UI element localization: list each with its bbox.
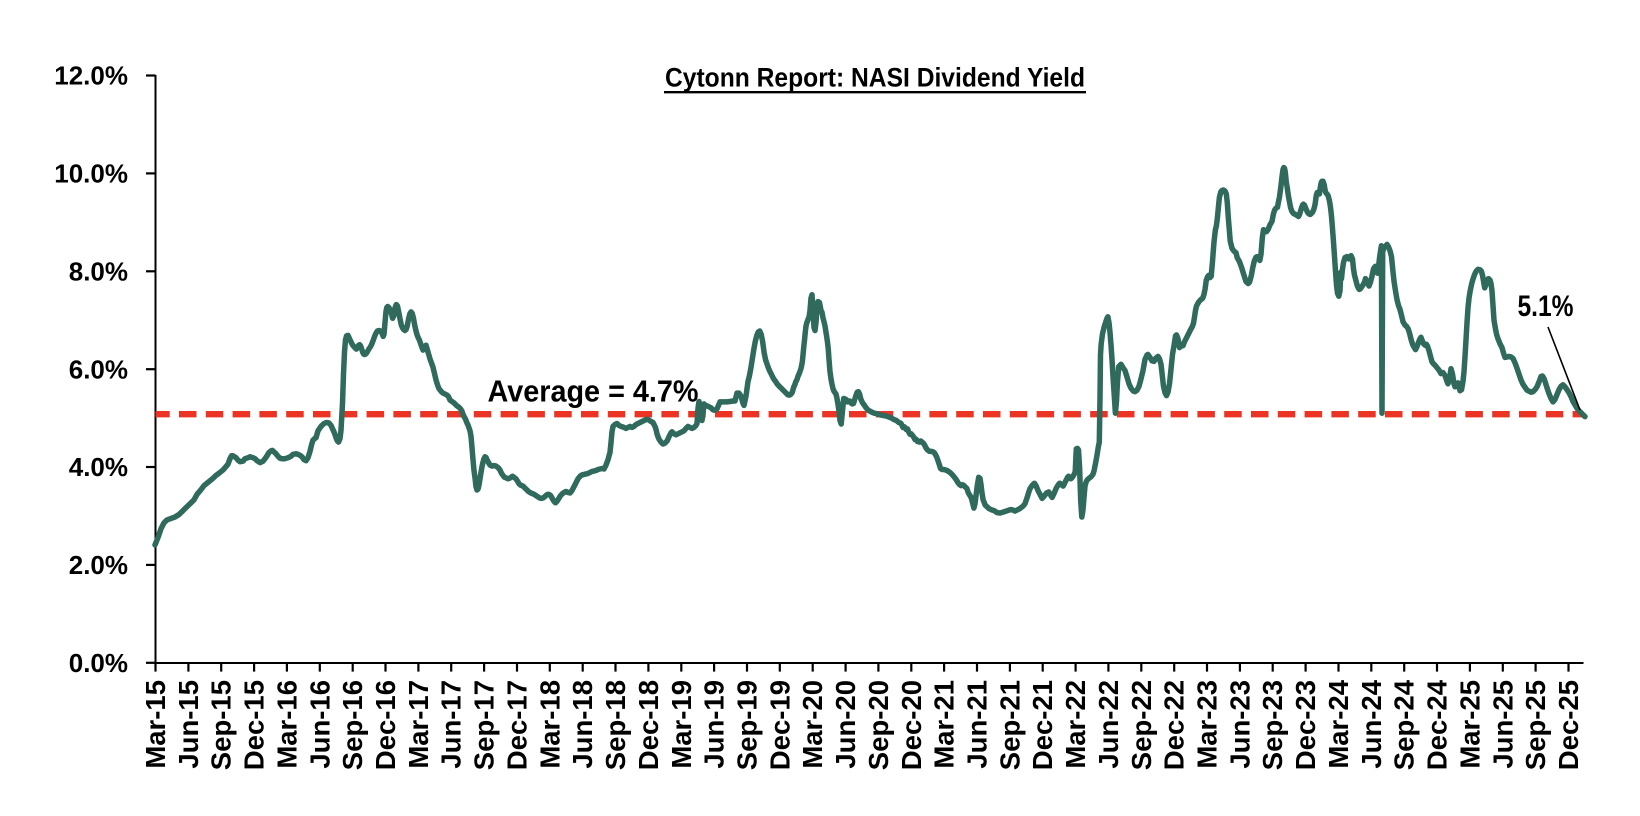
svg-text:Sep-25: Sep-25 bbox=[1520, 680, 1551, 770]
svg-text:Jun-20: Jun-20 bbox=[830, 680, 861, 769]
svg-text:Dec-18: Dec-18 bbox=[633, 680, 664, 770]
svg-text:Jun-24: Jun-24 bbox=[1356, 679, 1387, 768]
svg-text:Sep-20: Sep-20 bbox=[863, 680, 894, 770]
svg-text:Jun-18: Jun-18 bbox=[567, 680, 598, 769]
svg-text:Sep-21: Sep-21 bbox=[994, 680, 1025, 770]
svg-text:5.1%: 5.1% bbox=[1518, 290, 1574, 323]
svg-text:Mar-18: Mar-18 bbox=[534, 680, 565, 769]
svg-text:Jun-23: Jun-23 bbox=[1224, 680, 1255, 769]
svg-text:Sep-17: Sep-17 bbox=[469, 680, 500, 770]
svg-text:Dec-16: Dec-16 bbox=[370, 680, 401, 770]
svg-text:Jun-15: Jun-15 bbox=[173, 680, 204, 769]
svg-text:Dec-23: Dec-23 bbox=[1290, 680, 1321, 770]
svg-text:Jun-17: Jun-17 bbox=[436, 680, 467, 769]
svg-text:6.0%: 6.0% bbox=[69, 354, 128, 384]
svg-text:Jun-22: Jun-22 bbox=[1093, 680, 1124, 769]
svg-text:Jun-25: Jun-25 bbox=[1487, 680, 1518, 769]
svg-text:Sep-16: Sep-16 bbox=[337, 680, 368, 770]
svg-text:12.0%: 12.0% bbox=[54, 61, 128, 91]
svg-text:0.0%: 0.0% bbox=[69, 648, 128, 678]
svg-text:Mar-24: Mar-24 bbox=[1323, 679, 1354, 768]
svg-text:Dec-22: Dec-22 bbox=[1159, 680, 1190, 770]
svg-text:Sep-24: Sep-24 bbox=[1389, 679, 1420, 770]
svg-text:Cytonn Report: NASI Dividend Y: Cytonn Report: NASI Dividend Yield bbox=[665, 63, 1085, 93]
svg-text:Sep-19: Sep-19 bbox=[732, 680, 763, 770]
svg-text:Sep-15: Sep-15 bbox=[206, 680, 237, 770]
svg-text:Average = 4.7%: Average = 4.7% bbox=[488, 374, 699, 409]
svg-text:Mar-22: Mar-22 bbox=[1060, 680, 1091, 769]
svg-text:Mar-15: Mar-15 bbox=[140, 680, 171, 769]
svg-text:8.0%: 8.0% bbox=[69, 257, 128, 287]
svg-text:Jun-19: Jun-19 bbox=[699, 680, 730, 769]
svg-text:Jun-21: Jun-21 bbox=[962, 680, 993, 769]
svg-text:Dec-17: Dec-17 bbox=[502, 680, 533, 770]
svg-text:Sep-18: Sep-18 bbox=[600, 680, 631, 770]
svg-text:Dec-15: Dec-15 bbox=[239, 680, 270, 770]
svg-text:Mar-21: Mar-21 bbox=[929, 680, 960, 769]
svg-text:Dec-20: Dec-20 bbox=[896, 680, 927, 770]
svg-text:4.0%: 4.0% bbox=[69, 452, 128, 482]
svg-text:Sep-22: Sep-22 bbox=[1126, 680, 1157, 770]
svg-text:Dec-21: Dec-21 bbox=[1027, 680, 1058, 770]
svg-text:Mar-16: Mar-16 bbox=[271, 680, 302, 769]
svg-text:10.0%: 10.0% bbox=[54, 159, 128, 189]
svg-text:Mar-23: Mar-23 bbox=[1192, 680, 1223, 769]
svg-text:Sep-23: Sep-23 bbox=[1257, 680, 1288, 770]
svg-text:Mar-17: Mar-17 bbox=[403, 680, 434, 769]
svg-text:Mar-19: Mar-19 bbox=[666, 680, 697, 769]
svg-text:Jun-16: Jun-16 bbox=[304, 680, 335, 769]
svg-text:Dec-24: Dec-24 bbox=[1422, 679, 1453, 770]
svg-text:Dec-25: Dec-25 bbox=[1553, 680, 1584, 770]
svg-text:Mar-25: Mar-25 bbox=[1454, 680, 1485, 769]
svg-text:Dec-19: Dec-19 bbox=[764, 680, 795, 770]
svg-text:2.0%: 2.0% bbox=[69, 550, 128, 580]
svg-text:Mar-20: Mar-20 bbox=[797, 680, 828, 769]
